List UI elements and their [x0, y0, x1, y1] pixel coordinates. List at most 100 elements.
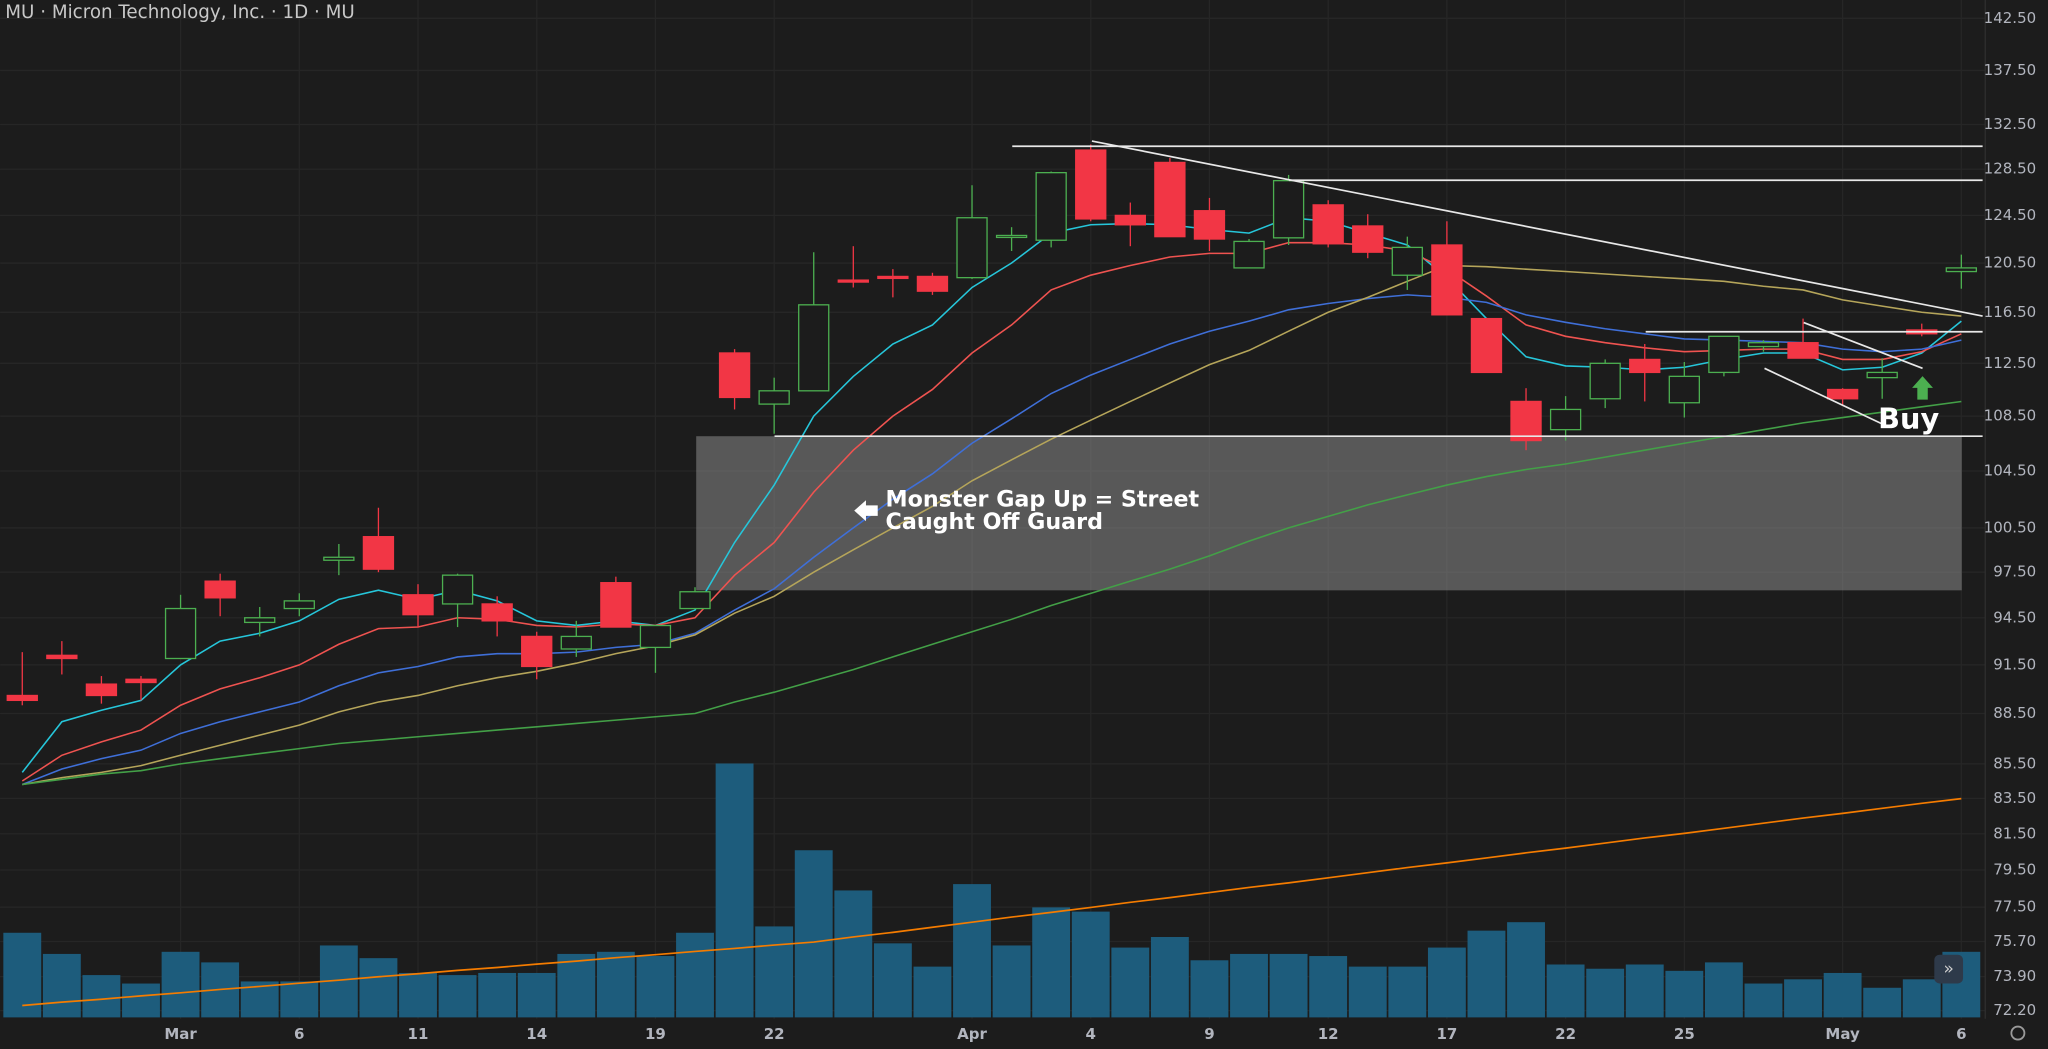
candle-body [1035, 172, 1067, 241]
volume-bar [1111, 947, 1150, 1018]
volume-bar [1902, 979, 1941, 1018]
volume-bar [122, 983, 160, 1018]
volume-bar [478, 972, 517, 1018]
candle-body [1668, 375, 1700, 404]
annotation: Buy [1878, 402, 1939, 436]
y-tick-label: 72.20 [1993, 1001, 2036, 1019]
volume-bar [1309, 956, 1348, 1018]
arrow-left [854, 500, 878, 522]
y-tick-label: 88.50 [1993, 704, 2036, 722]
volume-bar [913, 966, 952, 1018]
y-tick-label: 137.50 [1984, 61, 2036, 79]
volume-bar [1467, 930, 1506, 1018]
volume-bar [161, 951, 200, 1018]
volume-bar [1071, 911, 1110, 1018]
gap-zone [696, 436, 1962, 591]
y-tick-label: 83.50 [1993, 789, 2036, 807]
y-tick-label: 81.50 [1993, 824, 2036, 842]
candle-body [521, 635, 553, 668]
trend-line [1091, 140, 1983, 317]
y-tick-label: 124.50 [1984, 206, 2036, 224]
candle-body [283, 600, 315, 610]
moving-average [21, 294, 1962, 786]
candle-body [85, 683, 118, 697]
volume-bar [636, 956, 675, 1018]
candle-body [837, 279, 869, 283]
volume-bar [1388, 966, 1427, 1018]
y-tick-label: 75.70 [1993, 932, 2036, 950]
y-tick-label: 91.50 [1993, 655, 2036, 673]
volume-bar [873, 943, 912, 1018]
volume-bar [82, 975, 121, 1018]
x-tick-label: 22 [764, 1025, 785, 1043]
volume-bar [1586, 968, 1625, 1018]
candle-body [758, 390, 790, 405]
candle-body [1233, 240, 1265, 269]
x-tick-label: 25 [1674, 1025, 1695, 1043]
volume-bar [1230, 953, 1268, 1018]
x-tick-label: 19 [645, 1025, 666, 1043]
annotation: Monster Gap Up = Street [886, 487, 1200, 513]
candle-body [402, 594, 434, 616]
candle-body [441, 574, 474, 605]
volume-bar [1744, 983, 1783, 1018]
candle-body [1866, 371, 1898, 379]
volume-bar [715, 763, 754, 1018]
y-tick-label: 100.50 [1984, 518, 2036, 536]
volume-bar [992, 945, 1031, 1018]
candle-body [995, 234, 1028, 239]
candle-body [323, 556, 355, 561]
arrow-up [1912, 376, 1933, 400]
y-tick-label: 132.50 [1984, 115, 2036, 133]
settings-button[interactable] [2010, 1025, 2026, 1041]
scroll-icon[interactable]: » [1943, 959, 1953, 979]
candle-body [1826, 388, 1859, 400]
y-tick-label: 79.50 [1993, 861, 2036, 879]
x-tick-label: 9 [1204, 1025, 1214, 1043]
volume-bar [1507, 922, 1545, 1018]
volume-bar [1546, 964, 1585, 1018]
volume-bar [1427, 947, 1466, 1018]
candle-body [6, 694, 38, 702]
volume-bar [1150, 936, 1189, 1018]
chart-title: MU · Micron Technology, Inc. · 1D · MU [5, 2, 354, 23]
candle-body [1629, 358, 1661, 374]
volume-bar [1190, 960, 1229, 1018]
volume-pane [3, 763, 1981, 1018]
candle-body [1431, 244, 1463, 316]
scroll-button[interactable] [1934, 954, 1964, 984]
y-tick-label: 104.50 [1984, 461, 2036, 479]
y-tick-label: 108.50 [1984, 407, 2036, 425]
candle-body [1787, 342, 1819, 359]
annotation: Caught Off Guard [886, 509, 1103, 535]
wedge-line [1803, 321, 1923, 370]
x-tick-label: 11 [408, 1025, 429, 1043]
y-tick-label: 120.50 [1984, 254, 2036, 272]
volume-bar [1784, 979, 1822, 1018]
candle-body [244, 617, 276, 624]
volume-bar [1823, 972, 1862, 1018]
x-tick-label: Mar [164, 1025, 197, 1043]
volume-bar [1032, 907, 1071, 1018]
y-tick-label: 73.90 [1993, 967, 2036, 985]
candle-body [1272, 179, 1305, 239]
candle-body [1114, 214, 1146, 226]
candle-body [1312, 204, 1344, 245]
x-tick-label: 6 [294, 1025, 304, 1043]
volume-average [22, 797, 1962, 1007]
volume-bar [834, 890, 873, 1018]
x-tick-label: 17 [1436, 1025, 1457, 1043]
candle-body [125, 678, 157, 684]
candle-body [46, 654, 78, 660]
candle-body [1075, 149, 1107, 220]
y-tick-label: 85.50 [1993, 754, 2036, 772]
volume-bar [676, 932, 714, 1018]
candles [6, 144, 1978, 706]
volume-bar [596, 951, 635, 1018]
candle-body [1945, 267, 1978, 273]
x-tick-label: May [1825, 1025, 1860, 1043]
volume-bar [399, 972, 437, 1018]
x-tick-label: 22 [1555, 1025, 1576, 1043]
volume-bar [794, 850, 833, 1018]
candle-body [1391, 246, 1423, 276]
